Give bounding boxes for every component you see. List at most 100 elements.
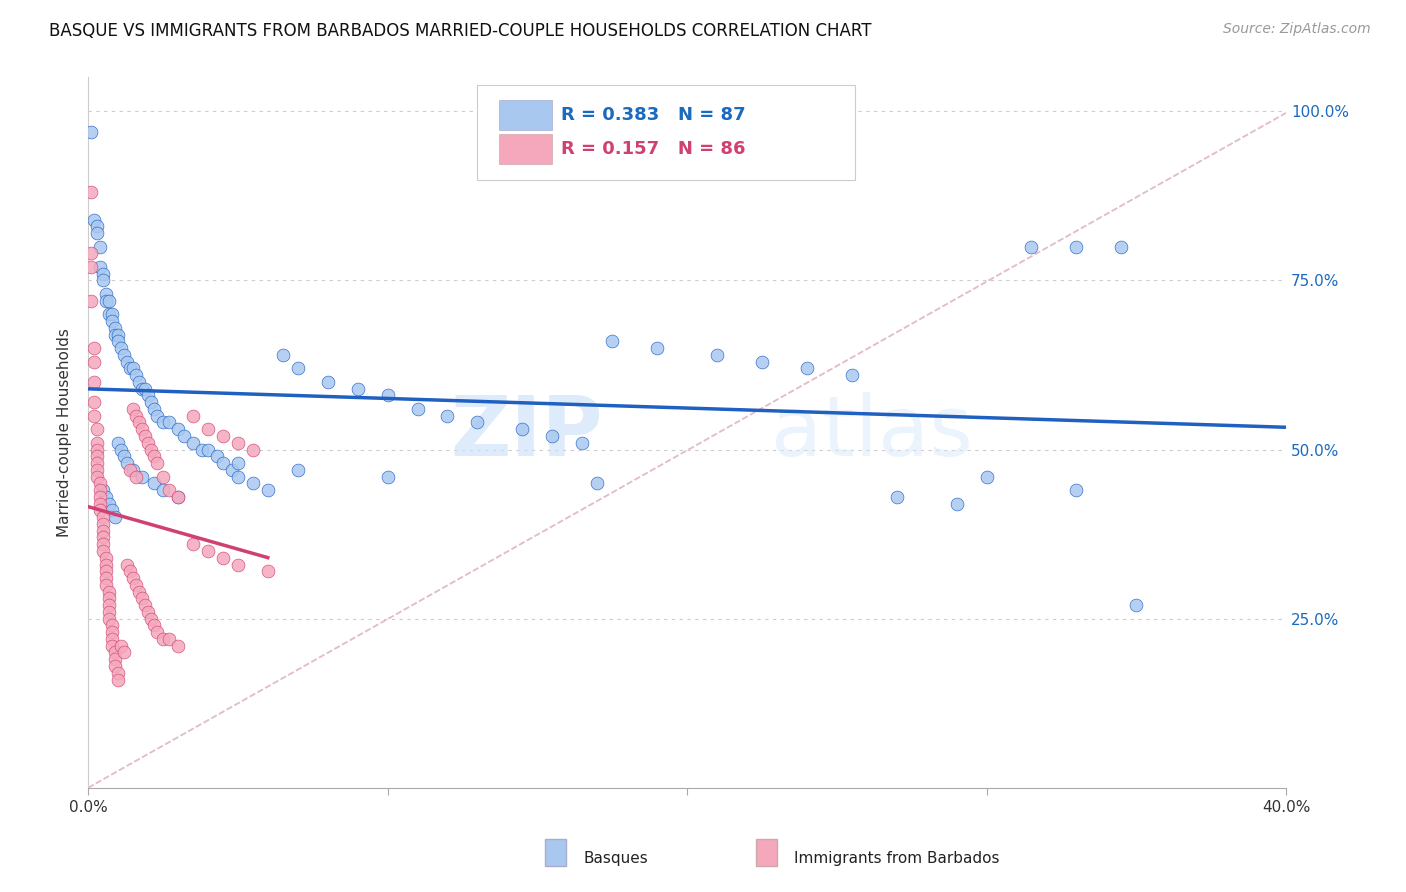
Point: [98, 591, 121, 606]
Text: R = 0.157   N = 86: R = 0.157 N = 86: [561, 140, 745, 158]
Point: [146, 409, 169, 423]
Point: [131, 591, 153, 606]
Point: [107, 665, 129, 680]
Point: [104, 510, 127, 524]
Point: [167, 422, 190, 436]
Y-axis label: Married-couple Households: Married-couple Households: [58, 328, 72, 537]
Point: [80, 124, 103, 138]
Point: [83, 395, 105, 409]
Point: [134, 429, 156, 443]
Point: [197, 442, 219, 457]
Point: [86, 442, 108, 457]
Point: [91, 524, 114, 538]
Point: [841, 368, 863, 383]
Point: [112, 450, 135, 464]
Point: [139, 442, 162, 457]
Point: [98, 612, 121, 626]
Point: [152, 632, 174, 646]
Point: [125, 469, 148, 483]
Point: [89, 503, 111, 517]
Text: R = 0.383   N = 87: R = 0.383 N = 87: [561, 106, 747, 124]
Point: [104, 320, 127, 334]
Point: [80, 246, 103, 260]
Point: [256, 564, 278, 578]
Point: [152, 483, 174, 497]
Point: [287, 361, 309, 376]
Point: [136, 388, 159, 402]
Point: [1125, 598, 1147, 612]
Point: [120, 564, 142, 578]
Point: [346, 382, 368, 396]
Point: [110, 341, 132, 355]
Point: [167, 490, 190, 504]
Point: [94, 293, 117, 308]
Text: Immigrants from Barbados: Immigrants from Barbados: [794, 851, 1000, 865]
Point: [94, 571, 117, 585]
Point: [1021, 239, 1043, 253]
Point: [134, 598, 156, 612]
Point: [86, 226, 108, 240]
Text: BASQUE VS IMMIGRANTS FROM BARBADOS MARRIED-COUPLE HOUSEHOLDS CORRELATION CHART: BASQUE VS IMMIGRANTS FROM BARBADOS MARRI…: [49, 22, 872, 40]
Point: [1109, 239, 1132, 253]
Point: [91, 531, 114, 545]
Point: [128, 375, 150, 389]
Point: [706, 348, 728, 362]
Point: [83, 375, 105, 389]
Point: [945, 497, 967, 511]
Point: [167, 639, 190, 653]
Point: [89, 260, 111, 274]
Point: [586, 476, 609, 491]
Point: [122, 571, 145, 585]
Point: [377, 469, 399, 483]
Point: [136, 435, 159, 450]
Point: [191, 442, 214, 457]
Point: [86, 450, 108, 464]
Point: [146, 625, 169, 640]
Point: [83, 354, 105, 368]
Point: [128, 416, 150, 430]
Point: [98, 293, 121, 308]
Point: [173, 429, 195, 443]
Point: [221, 463, 243, 477]
Point: [91, 516, 114, 531]
Point: [101, 314, 124, 328]
Point: [197, 544, 219, 558]
Point: [645, 341, 668, 355]
Point: [146, 456, 169, 470]
Point: [91, 544, 114, 558]
Point: [98, 307, 121, 321]
Point: [94, 287, 117, 301]
Point: [886, 490, 908, 504]
Point: [86, 463, 108, 477]
Point: [101, 307, 124, 321]
Point: [751, 354, 773, 368]
Point: [91, 510, 114, 524]
Point: [271, 348, 294, 362]
Point: [115, 456, 138, 470]
Point: [125, 409, 148, 423]
Point: [86, 219, 108, 234]
Point: [101, 632, 124, 646]
Point: [80, 186, 103, 200]
Point: [316, 375, 339, 389]
Point: [89, 476, 111, 491]
Point: [157, 416, 180, 430]
Point: [89, 497, 111, 511]
Point: [181, 537, 204, 551]
Point: [131, 382, 153, 396]
FancyBboxPatch shape: [499, 135, 551, 164]
Point: [104, 659, 127, 673]
Point: [91, 483, 114, 497]
Point: [205, 450, 228, 464]
Text: ZIP: ZIP: [451, 392, 603, 473]
Point: [181, 409, 204, 423]
Point: [1066, 483, 1088, 497]
Point: [212, 550, 235, 565]
Point: [83, 409, 105, 423]
Point: [122, 463, 145, 477]
Point: [104, 652, 127, 666]
Point: [98, 584, 121, 599]
Point: [94, 490, 117, 504]
Point: [287, 463, 309, 477]
Point: [976, 469, 998, 483]
